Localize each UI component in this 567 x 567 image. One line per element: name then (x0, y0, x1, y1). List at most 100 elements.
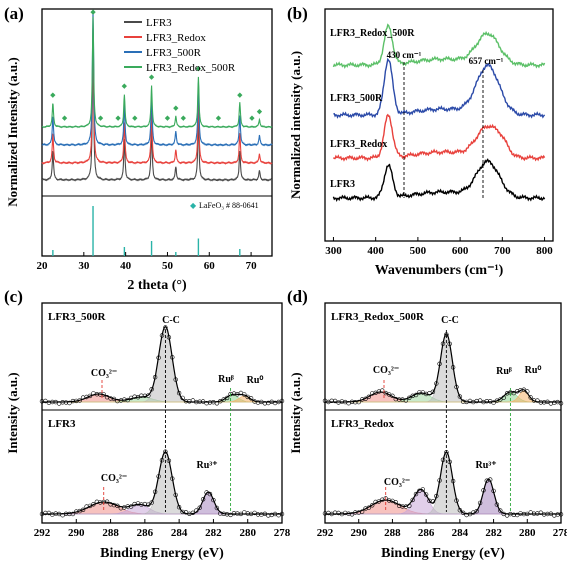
xps-data-point (447, 459, 452, 464)
panel-a-x-tick-label: 50 (162, 260, 174, 272)
peak-marker: ◆ (165, 114, 171, 122)
xps-data-point (53, 511, 58, 516)
xps-data-point (417, 390, 422, 395)
xps-data-point (190, 510, 196, 515)
peak-marker: ◆ (62, 114, 68, 122)
label-lfr3-500r: LFR3_500R (330, 93, 383, 104)
xps-data-point (440, 341, 446, 346)
peak-marker: ◆ (122, 82, 128, 90)
xps-data-point (245, 511, 250, 516)
xps-data-point (349, 399, 355, 404)
xrd-line-lfr3-redox-500r (41, 16, 273, 129)
xps-data-point (332, 510, 338, 515)
panel-b-x-tick-label: 700 (494, 245, 511, 257)
xps-data-point (163, 325, 168, 330)
xps-data-point (74, 509, 79, 514)
panel-d: 292 290 288 286 284 282 280 278 LFR3_Redox_500R… (288, 302, 567, 561)
xps-data-point (457, 508, 463, 513)
label-lfr3-redox-500r: LFR3_Redox_500R (330, 28, 415, 39)
xps-data-point (457, 394, 463, 399)
panel-c-top-co3-label: CO₃²⁻ (91, 368, 117, 379)
xps-data-point (156, 474, 161, 479)
xps-data-point (407, 503, 412, 509)
xps-data-point (159, 458, 165, 463)
annotation-430: 430 cm⁻¹ (387, 50, 422, 60)
panel-d-ylabel: Intensity (a.u.) (288, 372, 303, 453)
xps-data-point (541, 400, 547, 405)
xps-envelope (325, 451, 561, 515)
xps-data-point (101, 392, 106, 397)
xps-data-point (434, 381, 439, 386)
xps-data-point (363, 506, 368, 511)
xps-data-point (262, 401, 268, 406)
panel-c-x-tick-label: 292 (34, 527, 51, 539)
xps-data-point (87, 393, 93, 399)
xps-data-point (142, 393, 148, 398)
panel-c-x-tick-label: 284 (171, 527, 188, 539)
xps-data-point (255, 512, 261, 517)
xps-data-point (248, 396, 254, 401)
panel-d-bottom-co3-label: CO₃²⁻ (384, 477, 410, 488)
xps-data-point (370, 503, 375, 508)
xps-data-point (67, 400, 72, 406)
xps-data-point (166, 335, 172, 340)
xps-data-point (94, 499, 100, 504)
peak-marker: ◆ (173, 104, 179, 112)
panel-c-bottom-name: LFR3 (48, 418, 76, 430)
xps-data-point (538, 510, 543, 515)
xps-data-point (279, 511, 285, 517)
panel-b-xlabel: Wavenumbers (cm⁻¹) (375, 263, 504, 278)
xps-data-point (423, 492, 429, 497)
xps-data-point (70, 511, 76, 517)
panel-c-x-tick-label: 282 (205, 527, 222, 539)
xps-data-point (437, 478, 442, 483)
panel-d-x-tick-label: 290 (350, 527, 367, 539)
xps-data-point (363, 396, 368, 401)
raman-line-lfr3-redox-500r (332, 23, 546, 69)
xps-data-point (521, 387, 527, 392)
peak-marker: ◆ (50, 91, 56, 99)
panel-b-x-tick-label: 400 (367, 245, 384, 257)
xps-data-point (218, 399, 223, 404)
panel-c-frame (41, 302, 283, 524)
xps-data-point (214, 401, 220, 406)
xps-data-point (353, 510, 358, 515)
panel-c-x-tick-label: 288 (102, 527, 119, 539)
xps-data-point (242, 392, 247, 397)
xps-data-point (111, 396, 117, 402)
peak-marker: ◆ (132, 114, 138, 122)
xps-data-point (322, 511, 328, 516)
xps-data-point (447, 341, 452, 346)
xps-data-point (413, 491, 419, 497)
peak-marker: ◆ (98, 114, 104, 122)
xps-data-point (183, 399, 189, 404)
peak-marker: ◆ (216, 114, 222, 122)
xps-data-point (152, 375, 158, 380)
xps-data-point (356, 399, 361, 405)
xps-data-point (434, 493, 439, 499)
panel-c-ylabel: Intensity (a.u.) (5, 372, 20, 453)
xps-data-point (488, 477, 493, 482)
xps-data-point (366, 505, 371, 510)
panel-c-ru-beta-label: Ruᵝ (218, 374, 234, 385)
panel-a-x-tick-label: 20 (37, 260, 49, 272)
xps-data-point (450, 365, 456, 370)
xps-data-point (413, 392, 419, 398)
xrd-line-lfr3-redox (41, 28, 273, 165)
xps-data-point (200, 497, 206, 502)
xps-data-point (397, 397, 402, 402)
panel-b-ylabel: Normalized intensity (a.u.) (288, 51, 303, 199)
xps-data-point (410, 393, 415, 398)
xps-data-point (91, 502, 96, 507)
panel-d-ru-beta-label: Ruᵝ (496, 366, 512, 377)
reference-marker: ◆ (190, 201, 197, 210)
xps-data-point (349, 512, 355, 517)
xps-data-point (498, 508, 503, 513)
xps-data-point (149, 387, 154, 392)
xps-data-point (548, 511, 554, 516)
xps-data-point (393, 396, 398, 402)
xps-data-point (555, 512, 560, 517)
xps-data-point (491, 488, 496, 494)
panel-d-xlabel: Binding Energy (eV) (381, 546, 505, 561)
xps-data-point (430, 389, 436, 394)
